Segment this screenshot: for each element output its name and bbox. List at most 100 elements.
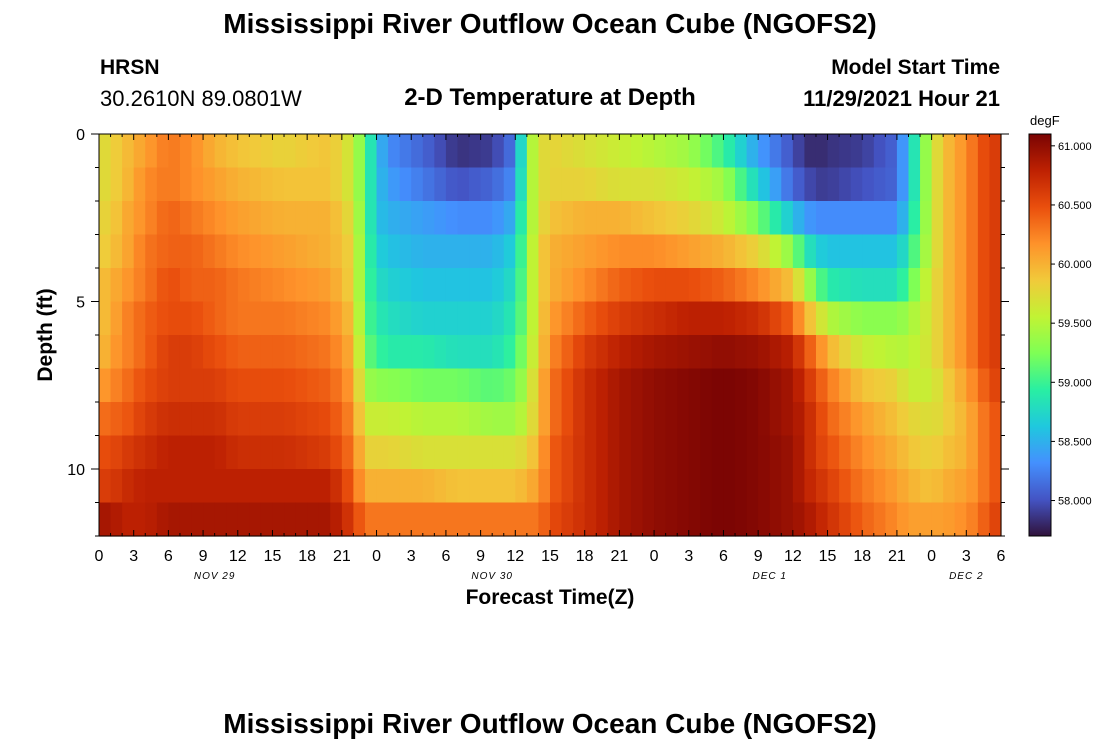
heatmap-cell: [885, 234, 898, 269]
heatmap-cell: [503, 134, 516, 169]
heatmap-cell: [399, 201, 412, 236]
heatmap-cell: [179, 469, 193, 504]
heatmap-cell: [353, 268, 366, 303]
heatmap-cell: [307, 167, 320, 202]
heatmap-cell: [792, 435, 806, 470]
heatmap-cell: [665, 435, 678, 470]
heatmap-cell: [133, 335, 146, 370]
heatmap-cell: [203, 301, 216, 336]
heatmap-cell: [99, 402, 112, 437]
heatmap-cell: [457, 301, 470, 336]
heatmap-cell: [573, 167, 586, 202]
heatmap-cell: [330, 335, 343, 370]
heatmap-cell: [665, 335, 678, 370]
heatmap-cell: [353, 368, 366, 403]
heatmap-cell: [827, 335, 840, 370]
heatmap-cell: [249, 435, 262, 470]
heatmap-cell: [677, 502, 690, 537]
heatmap-cell: [885, 469, 898, 504]
heatmap-cell: [677, 134, 690, 169]
heatmap-cell: [399, 469, 412, 504]
heatmap-cell: [642, 469, 655, 504]
x-tick-label: 6: [719, 548, 728, 565]
heatmap-cell: [168, 402, 181, 437]
heatmap-cell: [515, 402, 528, 437]
heatmap-cell: [492, 368, 505, 403]
model-start-value: 11/29/2021 Hour 21: [803, 86, 1000, 111]
heatmap-cell: [457, 368, 470, 403]
heatmap-cell: [480, 134, 493, 169]
heatmap-cell: [700, 234, 713, 269]
heatmap-cell: [526, 335, 540, 370]
heatmap-cell: [966, 134, 979, 169]
heatmap-cell: [445, 469, 459, 504]
heatmap-cell: [295, 167, 308, 202]
heatmap-cell: [284, 167, 297, 202]
heatmap-cell: [792, 134, 806, 169]
heatmap-cell: [977, 402, 991, 437]
heatmap-cell: [156, 402, 169, 437]
heatmap-cell: [989, 201, 1002, 236]
heatmap-cell: [665, 301, 678, 336]
heatmap-cell: [677, 201, 690, 236]
heatmap-cell: [399, 402, 412, 437]
heatmap-cell: [364, 402, 378, 437]
heatmap-cell: [931, 301, 944, 336]
heatmap-cell: [133, 201, 146, 236]
heatmap-cell: [573, 368, 586, 403]
heatmap-cell: [99, 368, 112, 403]
heatmap-cell: [260, 368, 274, 403]
x-axis: 0 3 6 9 12 15 18 21 0 3 6 9 12 15 18 21 0 3 6 9 12 15 18 21 0 3 6 N…: [95, 134, 1006, 582]
heatmap-cell: [850, 502, 863, 537]
heatmap-cell: [122, 301, 135, 336]
heatmap-cell: [850, 368, 863, 403]
heatmap-cell: [850, 435, 863, 470]
heatmap-cell: [677, 335, 690, 370]
heatmap-cell: [688, 335, 701, 370]
date-label: NOV 30: [471, 571, 513, 582]
heatmap-cell: [307, 469, 320, 504]
heatmap-cell: [989, 134, 1002, 169]
heatmap-cell: [526, 234, 540, 269]
heatmap-cell: [376, 502, 389, 537]
heatmap-cell: [168, 502, 181, 537]
heatmap-cell: [896, 234, 910, 269]
heatmap-cell: [735, 201, 748, 236]
heatmap-cell: [920, 368, 933, 403]
heatmap-cell: [469, 301, 482, 336]
heatmap-cell: [677, 167, 690, 202]
chart-subtitle: 2-D Temperature at Depth: [404, 84, 696, 111]
heatmap-cell: [769, 234, 782, 269]
heatmap-cell: [654, 268, 667, 303]
heatmap-cell: [792, 402, 806, 437]
heatmap-cell: [457, 402, 470, 437]
heatmap-cell: [700, 335, 713, 370]
colorbar-tick-label: 58.000: [1058, 496, 1092, 508]
heatmap-cell: [850, 134, 863, 169]
heatmap-cell: [480, 167, 493, 202]
heatmap-cell: [873, 134, 886, 169]
x-tick-label: 15: [541, 548, 559, 565]
heatmap-cell: [272, 335, 285, 370]
heatmap-cell: [746, 435, 759, 470]
heatmap-cell: [561, 335, 574, 370]
heatmap-cell: [781, 469, 794, 504]
heatmap-cell: [237, 368, 250, 403]
heatmap-cell: [607, 402, 620, 437]
x-tick-label: 6: [997, 548, 1006, 565]
heatmap-cell: [550, 268, 563, 303]
heatmap-cell: [422, 435, 435, 470]
heatmap-cell: [341, 167, 355, 202]
heatmap-cell: [376, 268, 389, 303]
heatmap-cell: [376, 134, 389, 169]
heatmap-cell: [723, 502, 736, 537]
heatmap-cell: [630, 435, 644, 470]
heatmap-cell: [619, 301, 632, 336]
heatmap-cell: [156, 368, 169, 403]
heatmap-cell: [364, 335, 378, 370]
x-tick-label: 3: [684, 548, 693, 565]
heatmap-cell: [341, 268, 355, 303]
heatmap-cell: [179, 435, 193, 470]
heatmap-cell: [920, 435, 933, 470]
heatmap-cell: [688, 402, 701, 437]
